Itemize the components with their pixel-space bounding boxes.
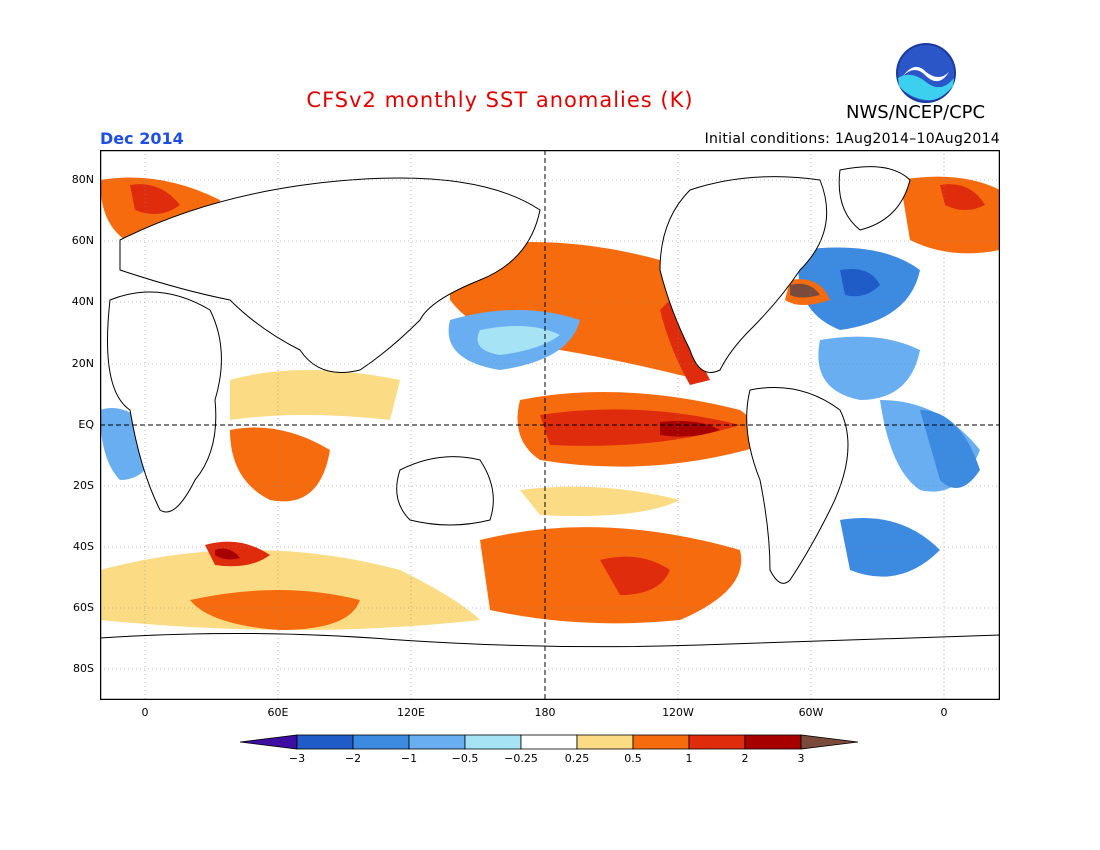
valid-month: Dec 2014 — [100, 129, 184, 148]
colorbar-low-arrow — [239, 734, 298, 750]
map-frame — [100, 150, 1000, 700]
colorbar-swatch — [352, 734, 410, 750]
lat-label-60n: 60N — [71, 234, 94, 247]
lat-label-20n: 20N — [71, 357, 94, 370]
colorbar-label: 0.25 — [564, 752, 590, 765]
initial-conditions: Initial conditions: 1Aug2014–10Aug2014 — [704, 131, 1000, 147]
lat-label-eq: EQ — [78, 418, 94, 431]
noaa-logo — [896, 43, 956, 103]
lon-label-180: 180 — [534, 706, 556, 719]
colorbar-label: −0.5 — [451, 752, 479, 765]
colorbar-swatch — [296, 734, 354, 750]
colorbar-swatch — [464, 734, 522, 750]
colorbar-label: 0.5 — [624, 752, 642, 765]
lon-label-0-east: 0 — [940, 706, 948, 719]
colorbar-swatch — [744, 734, 802, 750]
anomaly-patches — [100, 176, 1000, 630]
lat-label-60s: 60S — [73, 601, 94, 614]
colorbar-label: −1 — [400, 752, 418, 765]
colorbar-swatch — [576, 734, 634, 750]
colorbar-label: 2 — [741, 752, 749, 765]
lon-label-120w: 120W — [662, 706, 694, 719]
lat-label-40n: 40N — [71, 295, 94, 308]
colorbar-label: −3 — [288, 752, 306, 765]
colorbar — [239, 734, 859, 750]
colorbar-swatch — [632, 734, 690, 750]
lon-label-120e: 120E — [397, 706, 425, 719]
colorbar-high-arrow — [800, 734, 859, 750]
colorbar-swatch — [408, 734, 466, 750]
colorbar-swatch — [688, 734, 746, 750]
lon-label-60w: 60W — [798, 706, 824, 719]
map-title: CFSv2 monthly SST anomalies (K) — [306, 88, 694, 112]
colorbar-label: 3 — [797, 752, 805, 765]
sst-anomaly-map — [100, 150, 1000, 700]
lat-label-80s: 80S — [73, 662, 94, 675]
lon-label-60e: 60E — [267, 706, 289, 719]
colorbar-label: 1 — [685, 752, 693, 765]
colorbar-label: −2 — [344, 752, 362, 765]
continent-outlines — [100, 166, 1000, 700]
lat-label-80n: 80N — [71, 173, 94, 186]
colorbar-label: −0.25 — [504, 752, 538, 765]
lat-label-20s: 20S — [73, 479, 94, 492]
organization-label: NWS/NCEP/CPC — [846, 102, 986, 123]
lat-label-40s: 40S — [73, 540, 94, 553]
colorbar-swatch — [520, 734, 578, 750]
lon-label-0: 0 — [141, 706, 149, 719]
